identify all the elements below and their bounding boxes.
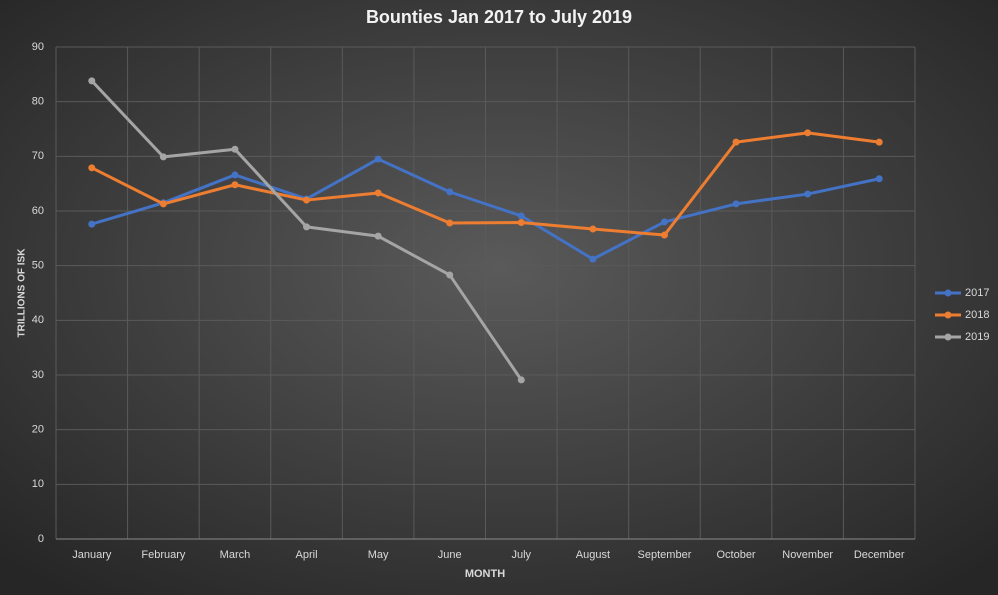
data-point <box>159 153 167 161</box>
data-point <box>446 271 454 279</box>
legend-label: 2017 <box>965 287 989 299</box>
data-point <box>875 138 883 146</box>
x-tick-label: March <box>220 549 251 561</box>
data-point <box>231 171 239 179</box>
legend-marker <box>944 333 952 341</box>
data-point <box>231 145 239 153</box>
data-point <box>231 181 239 189</box>
x-tick-label: December <box>854 549 905 561</box>
x-tick-label: June <box>438 549 462 561</box>
x-tick-label: February <box>141 549 186 561</box>
data-point <box>517 376 525 384</box>
y-tick-label: 40 <box>32 314 44 326</box>
x-tick-label: October <box>716 549 755 561</box>
y-tick-label: 20 <box>32 424 44 436</box>
data-point <box>660 231 668 239</box>
y-tick-label: 80 <box>32 96 44 108</box>
legend-label: 2018 <box>965 309 989 321</box>
legend-label: 2019 <box>965 331 989 343</box>
data-point <box>875 175 883 183</box>
data-point <box>446 219 454 227</box>
legend-marker <box>944 289 952 297</box>
y-tick-label: 10 <box>32 478 44 490</box>
data-point <box>589 255 597 263</box>
data-point <box>804 129 812 137</box>
x-tick-label: August <box>576 549 610 561</box>
data-point <box>159 200 167 208</box>
data-point <box>446 188 454 196</box>
x-axis-title: MONTH <box>465 568 505 580</box>
data-point <box>517 212 525 220</box>
y-tick-label: 50 <box>32 260 44 272</box>
y-tick-label: 30 <box>32 369 44 381</box>
data-point <box>88 220 96 228</box>
x-tick-label: September <box>638 549 692 561</box>
series-line <box>91 157 880 261</box>
x-tick-label: April <box>296 549 318 561</box>
series-line <box>91 131 880 237</box>
data-point <box>589 225 597 233</box>
data-point <box>374 232 382 240</box>
y-tick-label: 0 <box>38 533 44 545</box>
x-tick-label: July <box>512 549 532 561</box>
x-tick-label: January <box>72 549 112 561</box>
x-tick-label: November <box>782 549 833 561</box>
data-point <box>374 155 382 163</box>
y-tick-label: 90 <box>32 41 44 53</box>
legend-marker <box>944 311 952 319</box>
data-point <box>303 196 311 204</box>
data-point <box>732 200 740 208</box>
y-axis-title: TRILLIONS OF ISK <box>17 248 28 338</box>
x-tick-label: May <box>368 549 389 561</box>
data-point <box>374 189 382 197</box>
data-point <box>804 190 812 198</box>
y-tick-label: 60 <box>32 205 44 217</box>
data-point <box>660 218 668 226</box>
chart-title: Bounties Jan 2017 to July 2019 <box>366 7 632 27</box>
data-point <box>732 138 740 146</box>
data-point <box>88 77 96 85</box>
data-point <box>303 223 311 231</box>
y-tick-label: 70 <box>32 150 44 162</box>
data-point <box>88 164 96 172</box>
data-point <box>517 218 525 226</box>
